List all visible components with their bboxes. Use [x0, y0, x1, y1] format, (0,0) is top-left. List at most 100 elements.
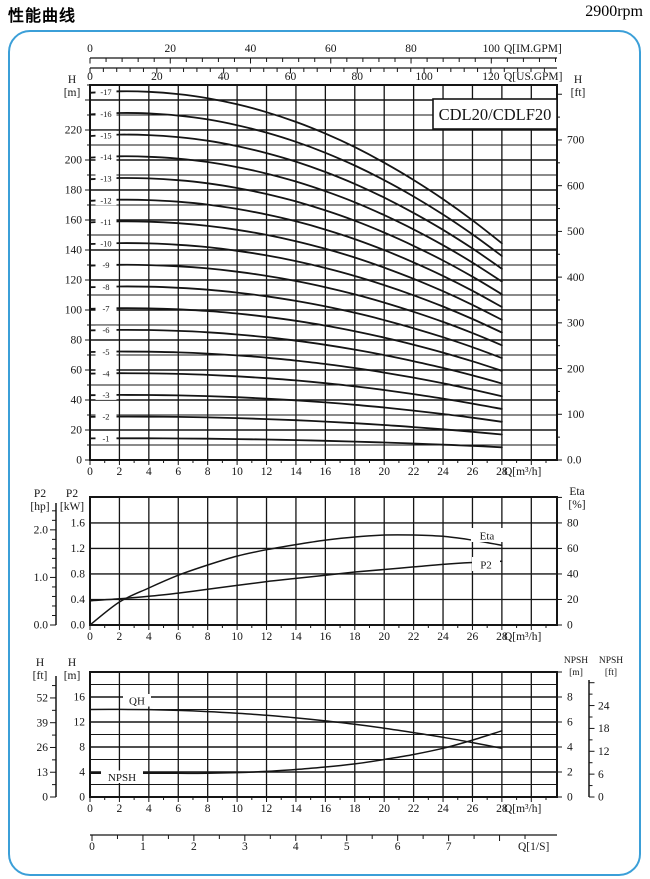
- svg-text:0: 0: [87, 71, 93, 83]
- svg-text:22: 22: [408, 466, 420, 478]
- svg-text:-4: -4: [102, 368, 110, 378]
- svg-text:120: 120: [482, 71, 500, 83]
- svg-text:120: 120: [65, 275, 83, 287]
- svg-text:-9: -9: [102, 260, 109, 270]
- svg-text:22: 22: [408, 803, 420, 815]
- svg-text:60: 60: [285, 71, 297, 83]
- stage-curves: [89, 90, 503, 449]
- page-title: 性能曲线: [8, 6, 77, 25]
- svg-text:6: 6: [175, 631, 181, 643]
- svg-text:0: 0: [87, 631, 93, 643]
- svg-text:-12: -12: [100, 195, 111, 205]
- svg-text:12: 12: [261, 631, 273, 643]
- svg-text:[hp]: [hp]: [30, 501, 49, 513]
- svg-text:0: 0: [87, 466, 93, 478]
- svg-text:12: 12: [74, 717, 86, 729]
- svg-text:[m]: [m]: [64, 670, 81, 682]
- svg-text:10: 10: [231, 466, 243, 478]
- svg-text:[%]: [%]: [568, 499, 585, 511]
- svg-text:-6: -6: [102, 325, 109, 335]
- svg-text:0.0: 0.0: [567, 455, 582, 467]
- svg-text:7: 7: [446, 841, 452, 853]
- svg-text:P2: P2: [34, 488, 46, 500]
- svg-text:16: 16: [320, 466, 332, 478]
- svg-text:26: 26: [37, 742, 49, 754]
- svg-text:4: 4: [146, 803, 152, 815]
- svg-text:Eta: Eta: [569, 486, 584, 498]
- svg-text:H: H: [574, 74, 582, 86]
- svg-text:14: 14: [290, 466, 302, 478]
- svg-text:4: 4: [567, 742, 573, 754]
- svg-text:0: 0: [598, 792, 604, 804]
- svg-text:4: 4: [293, 841, 299, 853]
- svg-text:26: 26: [467, 466, 479, 478]
- svg-text:5: 5: [344, 841, 350, 853]
- svg-text:80: 80: [352, 71, 364, 83]
- svg-text:600: 600: [567, 180, 585, 192]
- svg-text:24: 24: [437, 466, 449, 478]
- svg-text:80: 80: [405, 43, 417, 55]
- svg-text:20: 20: [378, 803, 390, 815]
- svg-text:4: 4: [79, 767, 85, 779]
- svg-text:20: 20: [378, 631, 390, 643]
- svg-text:140: 140: [65, 245, 83, 257]
- svg-text:0: 0: [567, 620, 573, 632]
- svg-text:700: 700: [567, 135, 585, 147]
- svg-text:[kW]: [kW]: [60, 501, 84, 513]
- svg-text:0.0: 0.0: [71, 620, 86, 632]
- svg-text:-11: -11: [100, 217, 111, 227]
- svg-text:2: 2: [117, 631, 123, 643]
- svg-text:20: 20: [71, 425, 83, 437]
- svg-text:24: 24: [437, 631, 449, 643]
- svg-text:16: 16: [320, 631, 332, 643]
- svg-text:4: 4: [146, 466, 152, 478]
- svg-text:12: 12: [261, 803, 273, 815]
- svg-text:Eta: Eta: [480, 531, 495, 543]
- svg-text:20: 20: [378, 466, 390, 478]
- svg-text:8: 8: [79, 742, 85, 754]
- svg-text:500: 500: [567, 226, 585, 238]
- svg-text:20: 20: [151, 71, 163, 83]
- svg-text:13: 13: [37, 767, 49, 779]
- svg-text:Q[m³/h]: Q[m³/h]: [504, 631, 541, 643]
- svg-text:40: 40: [567, 569, 579, 581]
- svg-text:CDL20/CDLF20: CDL20/CDLF20: [439, 105, 552, 124]
- svg-text:18: 18: [349, 803, 361, 815]
- svg-text:10: 10: [231, 631, 243, 643]
- svg-text:28: 28: [496, 631, 508, 643]
- power-chart: 0.00.40.81.21.6P2[kW]0.01.02.0P2[hp]8060…: [30, 486, 585, 643]
- svg-text:-13: -13: [100, 174, 111, 184]
- svg-text:-16: -16: [100, 109, 111, 119]
- svg-text:P2: P2: [66, 488, 78, 500]
- svg-text:24: 24: [598, 700, 610, 712]
- svg-text:0: 0: [567, 792, 573, 804]
- svg-text:-15: -15: [100, 130, 111, 140]
- svg-text:1.2: 1.2: [71, 543, 86, 555]
- svg-text:60: 60: [71, 365, 83, 377]
- svg-text:26: 26: [467, 631, 479, 643]
- svg-text:0: 0: [89, 841, 95, 853]
- svg-text:-1: -1: [102, 433, 109, 443]
- svg-text:100: 100: [415, 71, 433, 83]
- svg-text:0: 0: [76, 455, 82, 467]
- svg-text:4: 4: [146, 631, 152, 643]
- svg-text:16: 16: [74, 692, 86, 704]
- head-chart: -1 -2 -3 -4 -5 -6 -7 -8 -9 -10 -11 -12 -13 -14 -15 -16 -…: [64, 43, 586, 478]
- svg-text:2.0: 2.0: [34, 525, 49, 537]
- svg-text:-3: -3: [102, 390, 109, 400]
- svg-text:80: 80: [71, 335, 83, 347]
- svg-text:Q[m³/h]: Q[m³/h]: [504, 466, 541, 478]
- svg-text:6: 6: [598, 769, 604, 781]
- svg-text:-10: -10: [100, 239, 111, 249]
- svg-text:160: 160: [65, 215, 83, 227]
- svg-text:18: 18: [349, 631, 361, 643]
- svg-text:12: 12: [261, 466, 273, 478]
- svg-text:2: 2: [117, 803, 123, 815]
- svg-text:0: 0: [87, 43, 93, 55]
- svg-text:[m]: [m]: [64, 87, 81, 99]
- svg-text:Q[m³/h]: Q[m³/h]: [504, 803, 541, 815]
- rpm-label: 2900rpm: [585, 3, 643, 20]
- svg-text:60: 60: [325, 43, 337, 55]
